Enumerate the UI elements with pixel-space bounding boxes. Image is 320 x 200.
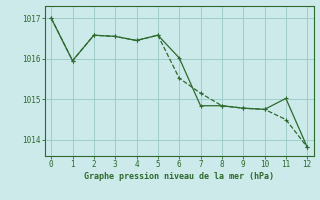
X-axis label: Graphe pression niveau de la mer (hPa): Graphe pression niveau de la mer (hPa): [84, 172, 274, 181]
